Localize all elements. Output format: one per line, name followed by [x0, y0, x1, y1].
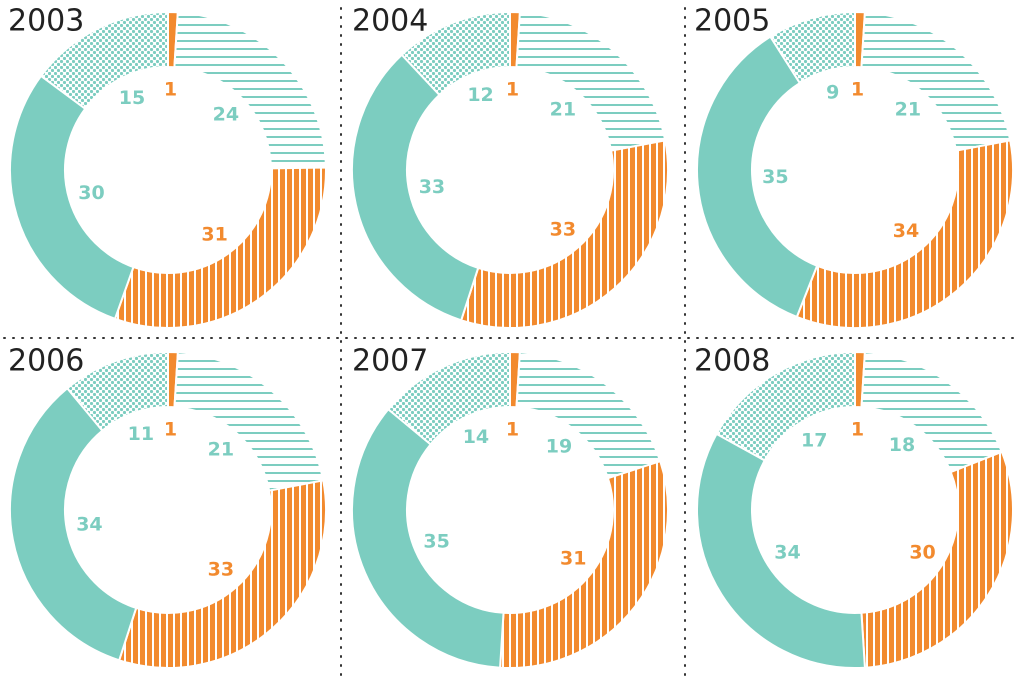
donut-segment	[39, 10, 169, 111]
donut-segment	[65, 350, 169, 433]
data-label: 35	[423, 530, 449, 552]
chart-title: 2008	[694, 344, 770, 379]
data-label: 34	[76, 513, 102, 535]
donut-segment	[386, 350, 511, 446]
data-label: 12	[467, 84, 493, 106]
data-label: 1	[164, 419, 177, 441]
donut-segment	[696, 35, 819, 319]
data-label: 34	[893, 220, 919, 242]
data-label: 33	[550, 219, 576, 241]
donut-segment	[400, 10, 511, 97]
data-label: 30	[909, 541, 935, 563]
data-label: 31	[560, 548, 586, 570]
chart-title: 2007	[352, 344, 428, 379]
donut-segment	[860, 450, 1014, 669]
data-label: 30	[78, 182, 104, 204]
data-label: 34	[774, 541, 800, 563]
donut-segment	[459, 139, 669, 329]
data-label: 18	[889, 434, 915, 456]
donut-segment	[499, 459, 669, 669]
donut-segment	[860, 351, 1004, 474]
data-label: 9	[826, 82, 839, 104]
donut-segment	[351, 407, 505, 669]
donut-segment	[515, 351, 662, 480]
data-label: 1	[506, 79, 519, 101]
donut-segment	[173, 11, 327, 170]
donut-segment	[715, 350, 856, 462]
donut-segment	[515, 11, 667, 152]
data-label: 24	[213, 103, 239, 125]
donut-segment	[795, 139, 1014, 329]
data-label: 33	[208, 559, 234, 581]
donut-segment	[696, 432, 866, 669]
data-label: 1	[164, 79, 177, 101]
data-label: 21	[550, 98, 576, 120]
data-label: 15	[119, 87, 145, 109]
data-label: 19	[546, 435, 572, 457]
data-label: 14	[463, 426, 489, 448]
data-label: 17	[801, 430, 827, 452]
data-label: 21	[895, 98, 921, 120]
donut-segment	[9, 74, 135, 321]
donut-segment	[9, 386, 138, 662]
donut-segment	[351, 53, 480, 322]
chart-title: 2004	[352, 4, 428, 39]
data-label: 1	[506, 419, 519, 441]
chart-title: 2005	[694, 4, 770, 39]
donut-segment	[117, 479, 327, 669]
data-label: 31	[201, 224, 227, 246]
donut-segment	[768, 10, 856, 85]
data-label: 1	[851, 79, 864, 101]
data-label: 33	[419, 176, 445, 198]
data-label: 11	[128, 423, 154, 445]
data-label: 21	[208, 438, 234, 460]
chart-title: 2006	[8, 344, 84, 379]
chart-title: 2003	[8, 4, 84, 39]
data-label: 35	[762, 166, 788, 188]
donut-segment	[860, 11, 1012, 152]
data-label: 1	[851, 419, 864, 441]
donut-segment	[173, 351, 325, 492]
donut-segment	[113, 166, 327, 329]
